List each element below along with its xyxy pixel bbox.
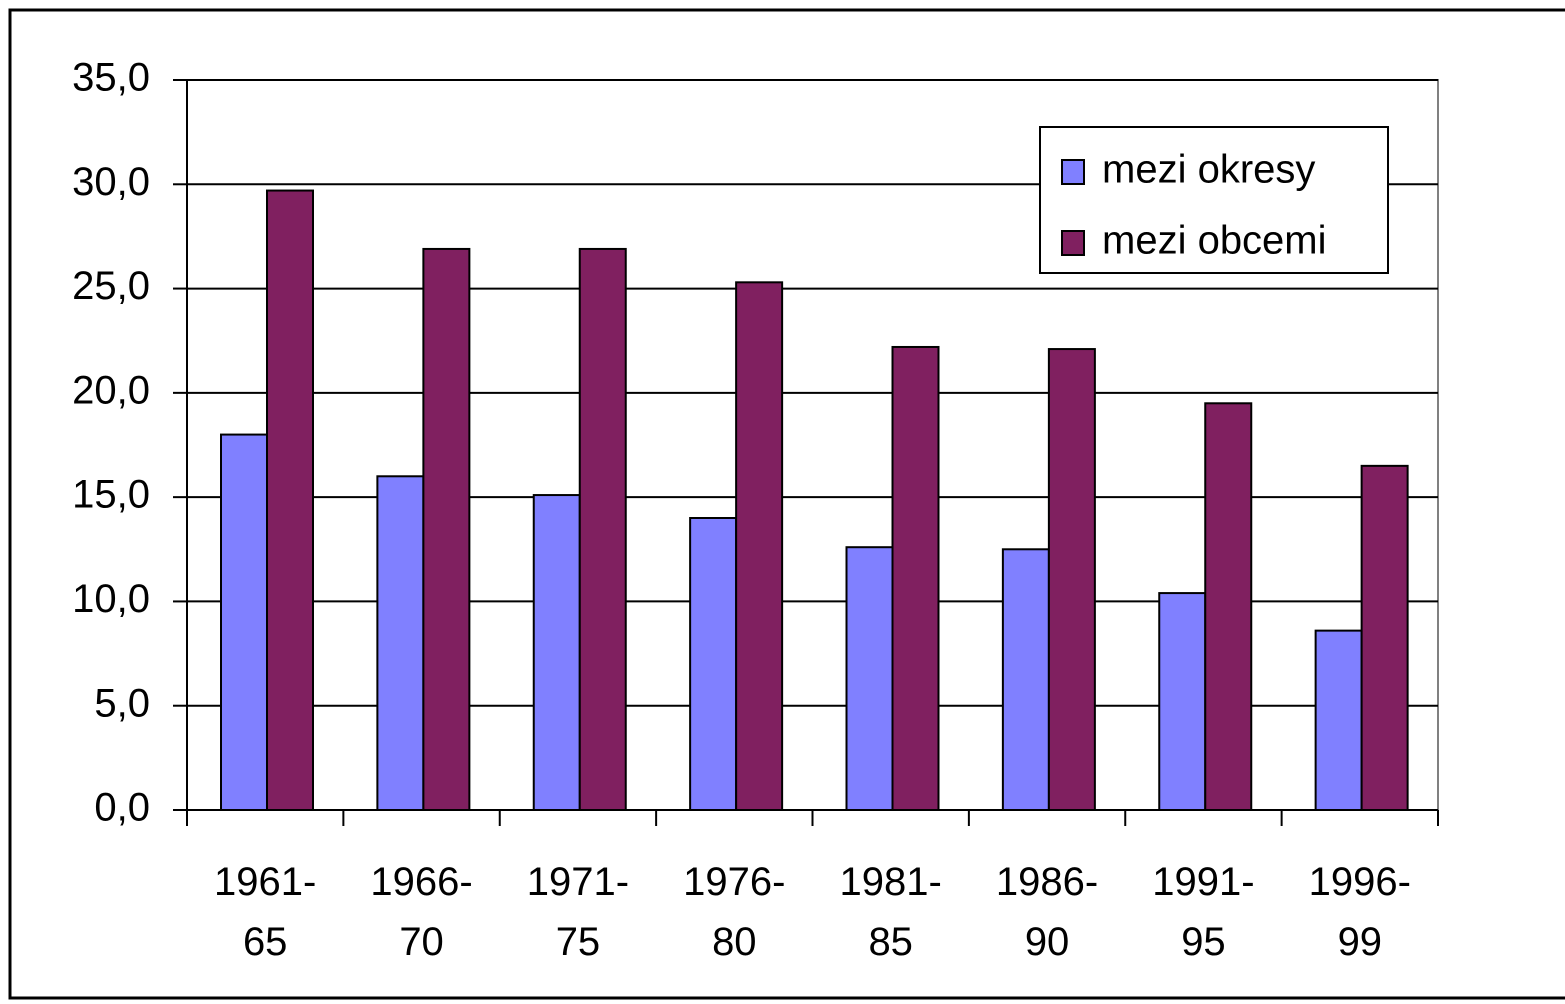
legend-label: mezi obcemi xyxy=(1102,219,1327,263)
legend-label: mezi okresy xyxy=(1102,148,1315,192)
x-tick-label: 1961-65 xyxy=(214,860,317,964)
bar xyxy=(1204,402,1253,811)
bar xyxy=(689,517,738,811)
bar xyxy=(1360,464,1409,811)
x-tick-label: 1976-80 xyxy=(683,860,786,964)
y-tick-label: 30,0 xyxy=(72,160,150,204)
bar xyxy=(1001,548,1050,811)
bar xyxy=(1158,592,1207,811)
y-tick-label: 20,0 xyxy=(72,368,150,412)
y-tick-label: 15,0 xyxy=(72,473,150,517)
x-tick-label: 1991-95 xyxy=(1152,860,1255,964)
y-tick-label: 25,0 xyxy=(72,264,150,308)
x-tick-label: 1966-70 xyxy=(370,860,473,964)
bar xyxy=(376,475,425,811)
bar xyxy=(266,189,314,812)
legend-swatch xyxy=(1061,230,1085,256)
x-tick-label: 1996-99 xyxy=(1308,860,1411,964)
y-tick-label: 0,0 xyxy=(94,786,150,830)
y-tick-label: 10,0 xyxy=(72,577,150,621)
legend-box xyxy=(1039,126,1389,274)
x-tick-label: 1986-90 xyxy=(995,860,1099,964)
bar xyxy=(1314,629,1363,812)
bar xyxy=(891,345,940,811)
bar xyxy=(578,247,627,811)
bar xyxy=(422,247,471,811)
y-tick-label: 35,0 xyxy=(72,56,150,100)
x-tick-label: 1971-75 xyxy=(526,860,630,964)
chart-frame xyxy=(8,8,1565,1000)
bar xyxy=(735,281,784,812)
bar xyxy=(845,546,894,811)
legend-swatch xyxy=(1061,159,1085,185)
bar xyxy=(1047,348,1096,811)
y-tick-label: 5,0 xyxy=(94,681,150,725)
bar xyxy=(532,494,581,811)
x-tick-label: 1981-85 xyxy=(839,860,942,964)
bar xyxy=(220,433,268,811)
